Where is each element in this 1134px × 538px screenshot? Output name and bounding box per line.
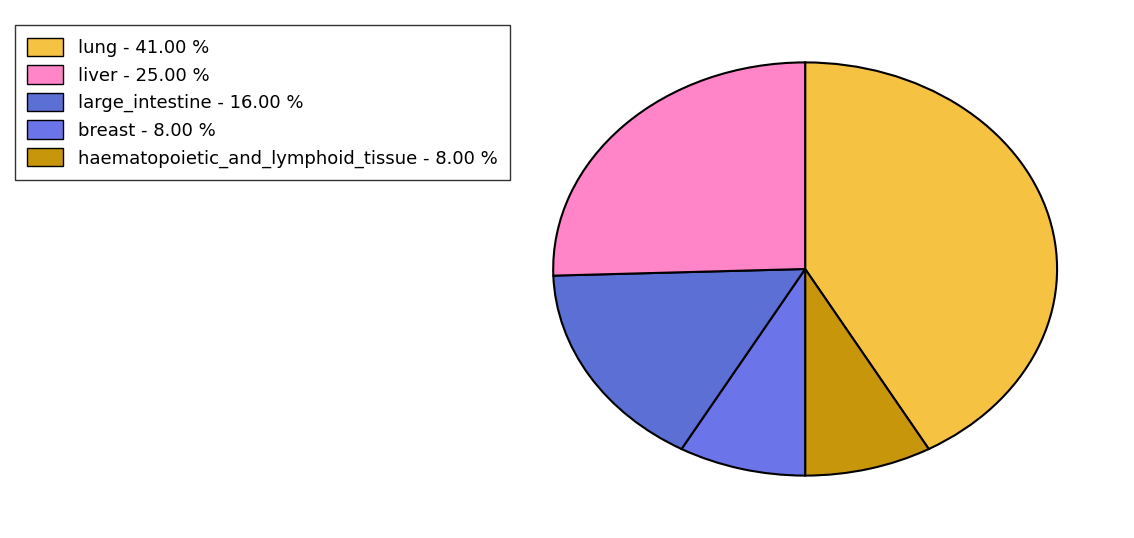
Wedge shape	[805, 62, 1057, 449]
Wedge shape	[682, 269, 805, 476]
Legend: lung - 41.00 %, liver - 25.00 %, large_intestine - 16.00 %, breast - 8.00 %, hae: lung - 41.00 %, liver - 25.00 %, large_i…	[15, 25, 510, 180]
Wedge shape	[553, 269, 805, 449]
Wedge shape	[553, 62, 805, 275]
Wedge shape	[805, 269, 929, 476]
